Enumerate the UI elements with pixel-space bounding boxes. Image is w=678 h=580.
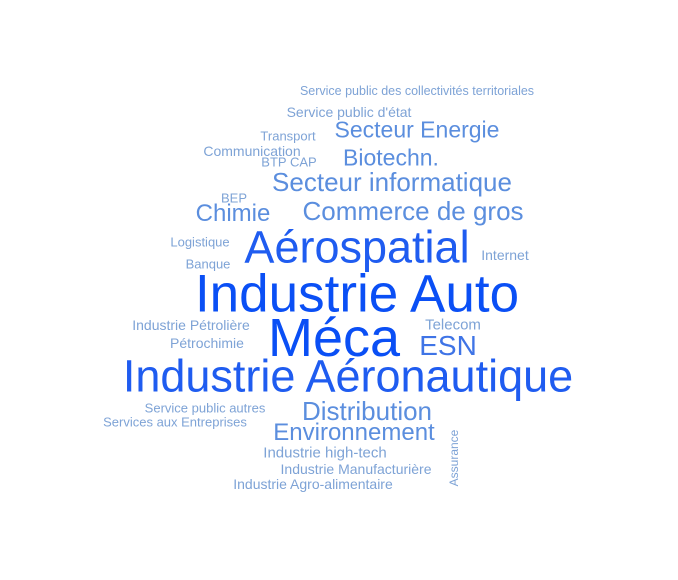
word-aerospatial: Aérospatial — [244, 225, 469, 270]
word-industrie-aeronautique: Industrie Aéronautique — [123, 354, 573, 399]
word-environnement: Environnement — [273, 421, 434, 445]
word-service-public-autres: Service public autres — [145, 402, 266, 415]
word-secteur-informatique: Secteur informatique — [272, 169, 512, 195]
word-industrie-agro-alimentaire: Industrie Agro-alimentaire — [233, 477, 393, 491]
word-industrie-high-tech: Industrie high-tech — [263, 446, 386, 461]
word-assurance: Assurance — [448, 430, 460, 487]
word-transport: Transport — [260, 130, 315, 143]
word-services-aux-entreprises: Services aux Entreprises — [103, 416, 247, 429]
word-service-public-collectivites: Service public des collectivités territo… — [300, 85, 534, 98]
word-internet: Internet — [481, 248, 528, 262]
word-industrie-manufacturiere: Industrie Manufacturière — [281, 462, 432, 476]
word-logistique: Logistique — [170, 236, 229, 249]
word-industrie-petroliere: Industrie Pétrolière — [132, 318, 250, 332]
word-secteur-energie: Secteur Energie — [335, 119, 500, 142]
word-petrochimie: Pétrochimie — [170, 336, 244, 350]
word-commerce-de-gros: Commerce de gros — [302, 198, 523, 224]
